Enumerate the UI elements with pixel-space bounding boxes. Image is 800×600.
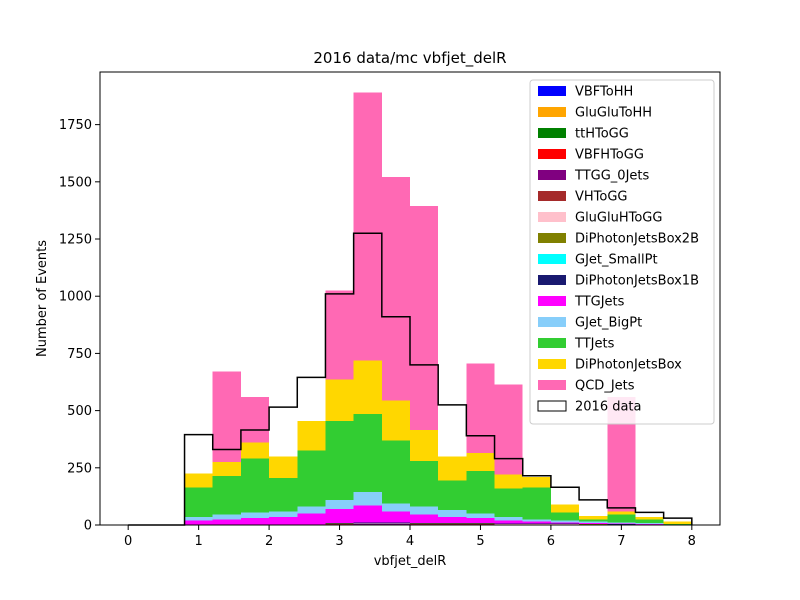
x-axis-label: vbfjet_delR	[374, 554, 447, 569]
bar-diphotonjetsbox-19	[663, 521, 692, 525]
legend-swatch	[538, 86, 566, 96]
legend-entry-vbfhtogg: VBFHToGG	[538, 148, 644, 163]
legend-label: TTGJets	[574, 295, 625, 310]
legend-label: TTGG_0Jets	[574, 169, 650, 184]
x-tick-label: 2	[265, 534, 273, 549]
legend-swatch	[538, 191, 566, 201]
legend-swatch	[538, 359, 566, 369]
legend-label: GJet_BigPt	[575, 316, 642, 331]
bar-ttgjets-3	[212, 519, 241, 525]
legend-swatch	[538, 149, 566, 159]
legend-label: GluGluToHH	[575, 106, 652, 121]
legend-swatch	[538, 107, 566, 117]
y-axis-ticks: 0 250 500 750 1000 1250 1500 1750	[59, 118, 100, 534]
bar-ttgjets-7	[325, 508, 354, 525]
legend-label: QCD_Jets	[575, 379, 635, 394]
x-axis-ticks: 0 1 2 3 4 5 6 7 8	[124, 525, 696, 549]
x-tick-label: 7	[617, 534, 625, 549]
legend-entry-diphotonjetsbox: DiPhotonJetsBox	[538, 358, 682, 373]
legend-swatch	[538, 317, 566, 327]
legend-entry-vbftohh: VBFToHH	[538, 85, 633, 100]
legend-swatch	[538, 254, 566, 264]
bar-ttgjets-13	[494, 520, 523, 525]
legend-label: GluGluHToGG	[575, 211, 662, 226]
legend-label: GJet_SmallPt	[575, 253, 658, 268]
bar-ttjets-14	[522, 487, 551, 525]
bar-ttgjets-4	[240, 518, 270, 525]
x-tick-label: 4	[406, 534, 414, 549]
legend-entry-gjet-bigpt: GJet_BigPt	[538, 316, 642, 331]
legend-entry-ttjets: TTJets	[538, 337, 615, 352]
legend-swatch	[538, 380, 566, 390]
y-tick-label: 750	[67, 347, 92, 362]
legend-label: VBFHToGG	[575, 148, 644, 163]
legend-entry-ttgjets: TTGJets	[538, 295, 625, 310]
x-tick-label: 0	[124, 534, 132, 549]
x-tick-label: 5	[476, 534, 484, 549]
legend-entry-2016-data: 2016 data	[537, 400, 642, 415]
y-tick-label: 250	[67, 461, 92, 476]
legend-swatch	[538, 212, 566, 222]
legend-label: DiPhotonJetsBox	[575, 358, 682, 373]
legend-swatch	[538, 296, 566, 306]
legend-entry-vhtogg: VHToGG	[538, 190, 628, 205]
legend-entry-diphotonjetsbox2b: DiPhotonJetsBox2B	[538, 232, 699, 247]
legend-entry-glugluhtogg: GluGluHToGG	[538, 211, 662, 226]
y-tick-label: 1250	[59, 233, 92, 248]
x-tick-label: 1	[194, 534, 202, 549]
bar-ttgjets-10	[410, 514, 439, 525]
legend-swatch	[538, 128, 566, 138]
legend-label: DiPhotonJetsBox2B	[575, 232, 699, 247]
legend-label: VBFToHH	[575, 85, 633, 100]
legend-swatch	[538, 338, 566, 348]
y-tick-label: 500	[67, 404, 92, 419]
bar-ttjets-19	[663, 523, 692, 525]
legend-swatch	[538, 170, 566, 180]
bar-ttjets-17	[607, 514, 636, 525]
legend-label: 2016 data	[575, 400, 642, 415]
y-tick-label: 1500	[59, 175, 92, 190]
legend-label: TTJets	[574, 337, 615, 352]
legend-entry-diphotonjetsbox1b: DiPhotonJetsBox1B	[538, 274, 699, 289]
y-tick-label: 1750	[59, 118, 92, 133]
legend-swatch	[538, 233, 566, 243]
y-tick-label: 1000	[59, 290, 92, 305]
legend-label: DiPhotonJetsBox1B	[575, 274, 699, 289]
legend-box	[529, 79, 715, 425]
data-step-line	[128, 232, 693, 526]
legend-entry-ttgg-0jets: TTGG_0Jets	[538, 169, 650, 184]
bar-ttgjets-5	[269, 516, 298, 525]
bar-ttgjets-9	[381, 511, 410, 525]
bar-ttgjets-6	[297, 513, 326, 525]
legend: VBFToHH GluGluToHH ttHToGG VBFHToGG TTGG_0Je…	[529, 79, 715, 425]
bar-ttjets-18	[635, 519, 664, 525]
legend-label: VHToGG	[575, 190, 628, 205]
legend-entry-gjet-smallpt: GJet_SmallPt	[538, 253, 658, 268]
x-tick-label: 3	[335, 534, 343, 549]
legend-entry-qcd-jets: QCD_Jets	[538, 379, 635, 394]
x-tick-label: 6	[547, 534, 555, 549]
bar-ttgjets-8	[353, 505, 382, 525]
chart-title: 2016 data/mc vbfjet_delR	[313, 49, 506, 68]
legend-swatch	[538, 275, 566, 285]
legend-entry-tthtogg: ttHToGG	[538, 127, 629, 142]
bar-ttgjets-2	[184, 520, 213, 525]
x-tick-label: 8	[688, 534, 696, 549]
legend-label: ttHToGG	[575, 127, 629, 142]
legend-entry-gluglutohh: GluGluToHH	[538, 106, 652, 121]
legend-swatch	[537, 400, 567, 412]
y-axis-label: Number of Events	[35, 240, 50, 357]
bar-ttgjets-11	[438, 516, 467, 525]
bar-ttgjets-14	[522, 521, 551, 525]
bar-ttgjets-12	[466, 518, 495, 525]
y-tick-label: 0	[84, 519, 92, 534]
